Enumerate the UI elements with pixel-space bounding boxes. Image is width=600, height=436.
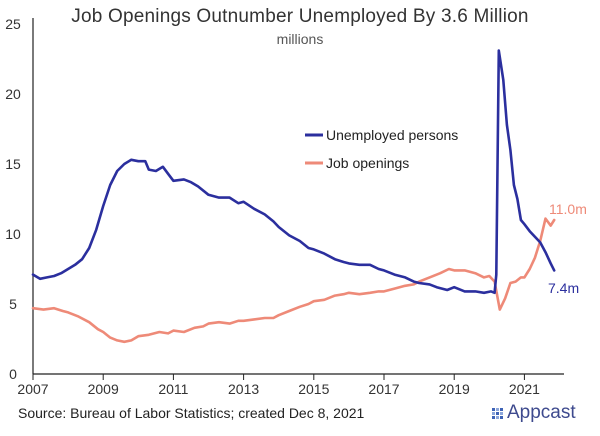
x-tick-label: 2007 — [17, 381, 48, 397]
chart-subtitle: millions — [276, 31, 324, 47]
y-tick-label: 25 — [5, 16, 21, 32]
end-value-label: 11.0m — [549, 201, 587, 217]
y-tick-label: 20 — [5, 86, 21, 102]
legend-label: Job openings — [326, 155, 409, 171]
series-lines — [31, 49, 556, 344]
y-tick-label: 5 — [9, 296, 17, 312]
legend: Unemployed persons Job openings — [305, 127, 458, 171]
x-tick-label: 2017 — [368, 381, 399, 397]
x-tick-label: 2021 — [509, 381, 540, 397]
end-labels: 7.4m 11.0m — [548, 201, 587, 296]
x-tick-label: 2009 — [88, 381, 119, 397]
x-axis: 2007 2009 2011 2013 2015 2017 2019 2021 — [17, 373, 564, 397]
x-tick-label: 2015 — [298, 381, 329, 397]
y-tick-label: 0 — [9, 366, 17, 382]
chart-title: Job Openings Outnumber Unemployed By 3.6… — [71, 6, 529, 27]
series-line-job-openings — [31, 217, 556, 344]
brand-logo: Appcast — [492, 402, 576, 424]
brand-name: Appcast — [507, 402, 576, 423]
end-value-label: 7.4m — [548, 280, 579, 296]
source-note: Source: Bureau of Labor Statistics; crea… — [18, 405, 365, 421]
x-tick-label: 2019 — [439, 381, 470, 397]
appcast-logo-icon — [492, 407, 503, 419]
legend-label: Unemployed persons — [326, 127, 458, 143]
x-tick-label: 2011 — [158, 381, 188, 397]
y-tick-label: 10 — [5, 226, 21, 242]
series-line-unemployed — [31, 49, 556, 295]
y-tick-label: 15 — [5, 156, 21, 172]
x-tick-label: 2013 — [228, 381, 259, 397]
y-axis: 0 5 10 15 20 25 — [5, 16, 34, 382]
